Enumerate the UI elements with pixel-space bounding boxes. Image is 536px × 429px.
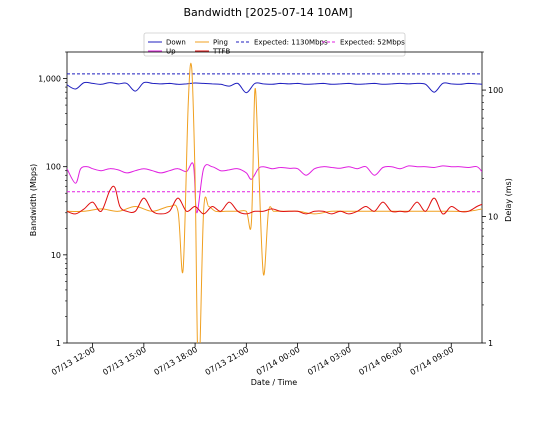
legend-label: TTFB [212, 48, 230, 56]
x-axis-label: Date / Time [251, 378, 298, 387]
y-right-tick-label: 10 [488, 213, 498, 222]
y-right-tick-label: 1 [488, 339, 493, 348]
x-tick-label: 07/14 06:00 [357, 345, 404, 377]
plot-frame [66, 51, 483, 344]
x-ticks: 07/13 12:00 07/13 15:00 07/13 18:00 07/13 2… [50, 343, 455, 377]
y-axis-label-right: Delay (ms) [504, 178, 513, 222]
series-line-up [67, 162, 482, 214]
legend-label: Up [166, 48, 176, 56]
chart-title: Bandwidth [2025-07-14 10AM] [183, 6, 352, 19]
y-left-tick-label: 10 [51, 251, 61, 260]
legend-label: Expected: 52Mbps [340, 39, 405, 47]
x-tick-label: 07/13 18:00 [152, 345, 199, 377]
legend-box [143, 32, 406, 57]
series-line-down [67, 81, 482, 94]
y-left-tick-label: 1 [56, 339, 61, 348]
y-right-ticks: 1 10 100 [482, 51, 503, 348]
series-layer [67, 62, 482, 343]
x-tick-label: 07/14 09:00 [409, 345, 456, 377]
legend-label: Ping [213, 39, 228, 47]
x-tick-label: 07/13 12:00 [50, 345, 97, 377]
series-line-ttfb [67, 185, 482, 215]
y-left-tick-label: 100 [46, 163, 61, 172]
x-tick-label: 07/13 15:00 [101, 345, 148, 377]
y-left-ticks: 1 10 100 1,000 [38, 51, 67, 348]
series-line-ping [67, 62, 482, 343]
y-right-tick-label: 100 [488, 86, 503, 95]
legend-label: Expected: 1130Mbps [254, 39, 328, 47]
legend-label: Down [166, 39, 186, 47]
y-left-tick-label: 1,000 [38, 75, 61, 84]
x-tick-label: 07/14 03:00 [306, 345, 353, 377]
x-tick-label: 07/13 21:00 [204, 345, 251, 377]
x-tick-label: 07/14 00:00 [255, 345, 302, 377]
y-axis-label-left: Bandwidth (Mbps) [29, 164, 38, 237]
